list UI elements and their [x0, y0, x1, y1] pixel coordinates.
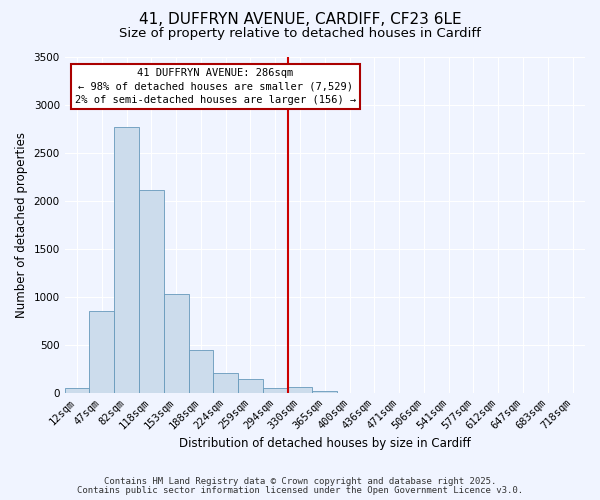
Bar	[164, 294, 188, 393]
Bar	[65, 388, 89, 393]
Y-axis label: Number of detached properties: Number of detached properties	[15, 132, 28, 318]
Bar	[313, 391, 337, 393]
Bar	[214, 374, 238, 393]
Text: Size of property relative to detached houses in Cardiff: Size of property relative to detached ho…	[119, 28, 481, 40]
Bar	[287, 387, 313, 393]
Text: 41 DUFFRYN AVENUE: 286sqm
← 98% of detached houses are smaller (7,529)
2% of sem: 41 DUFFRYN AVENUE: 286sqm ← 98% of detac…	[75, 68, 356, 104]
X-axis label: Distribution of detached houses by size in Cardiff: Distribution of detached houses by size …	[179, 437, 471, 450]
Bar	[114, 126, 139, 393]
Text: Contains public sector information licensed under the Open Government Licence v3: Contains public sector information licen…	[77, 486, 523, 495]
Bar	[139, 190, 164, 393]
Bar	[89, 312, 114, 393]
Bar	[188, 350, 214, 393]
Bar	[263, 388, 287, 393]
Text: 41, DUFFRYN AVENUE, CARDIFF, CF23 6LE: 41, DUFFRYN AVENUE, CARDIFF, CF23 6LE	[139, 12, 461, 28]
Bar	[238, 378, 263, 393]
Text: Contains HM Land Registry data © Crown copyright and database right 2025.: Contains HM Land Registry data © Crown c…	[104, 477, 496, 486]
